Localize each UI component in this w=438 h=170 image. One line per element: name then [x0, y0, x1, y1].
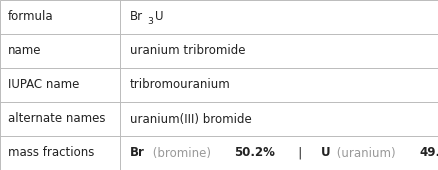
Text: uranium(III) bromide: uranium(III) bromide	[130, 113, 252, 125]
Text: (uranium): (uranium)	[333, 147, 400, 159]
Text: Br: Br	[130, 147, 145, 159]
Text: uranium tribromide: uranium tribromide	[130, 45, 246, 57]
Text: 49.8%: 49.8%	[419, 147, 438, 159]
Text: 3: 3	[147, 17, 153, 26]
Text: formula: formula	[8, 11, 53, 23]
Text: (bromine): (bromine)	[149, 147, 215, 159]
Text: U: U	[155, 11, 163, 23]
Text: alternate names: alternate names	[8, 113, 106, 125]
Text: |: |	[287, 147, 313, 159]
Text: U: U	[321, 147, 331, 159]
Text: 50.2%: 50.2%	[234, 147, 275, 159]
Text: IUPAC name: IUPAC name	[8, 79, 79, 91]
Text: mass fractions: mass fractions	[8, 147, 94, 159]
Text: tribromouranium: tribromouranium	[130, 79, 231, 91]
Text: Br: Br	[130, 11, 143, 23]
Text: name: name	[8, 45, 42, 57]
